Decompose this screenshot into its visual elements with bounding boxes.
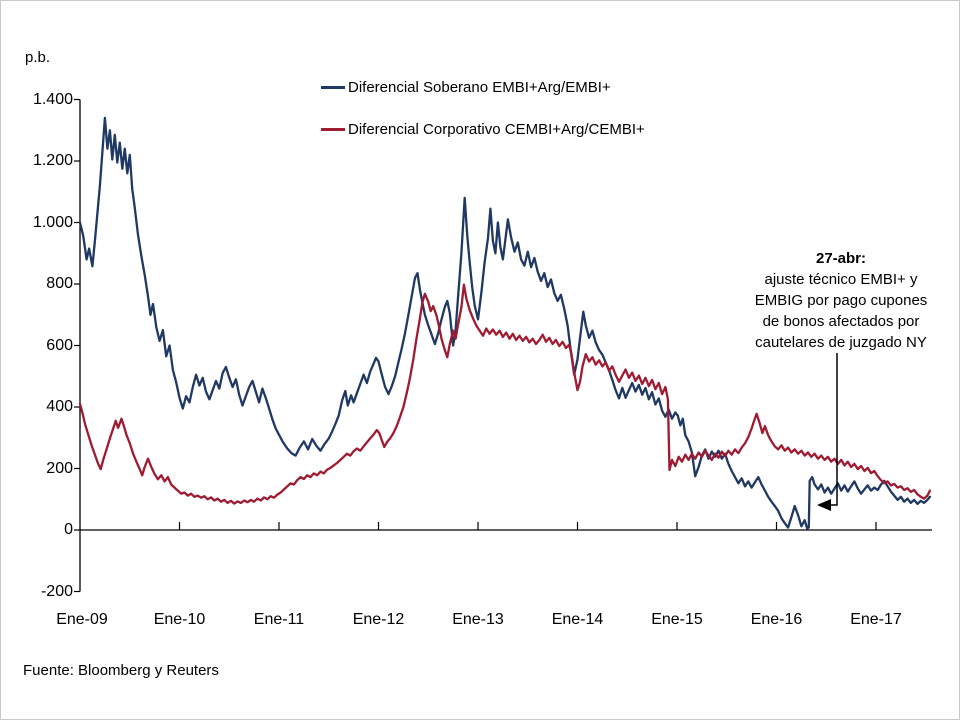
source-note: Fuente: Bloomberg y Reuters [23,662,219,679]
y-axis-tick-label: 0 [64,521,73,538]
annotation-line: cautelares de juzgado NY [755,334,927,351]
x-axis-tick-label: Ene-16 [750,611,803,628]
y-axis-tick-label: 1.200 [32,152,73,169]
x-axis-tick-label: Ene-14 [551,611,604,628]
y-axis-tick-label: 1.400 [32,90,73,108]
annotation-line: ajuste técnico EMBI+ y [764,271,918,288]
y-axis-tick-label: 600 [46,336,73,354]
x-axis-tick-label: Ene-11 [253,611,305,628]
annotation-27-abr: 27-abr: ajuste técnico EMBI+ y EMBIG por … [724,248,958,353]
series-line-sovereign [78,116,932,530]
y-axis-tick-label: 200 [46,459,73,477]
annotation-arrow-line [831,353,838,506]
chart-legend: Diferencial Soberano EMBI+Arg/EMBI+ Difer… [321,75,645,159]
legend-label: Diferencial Corporativo CEMBI+Arg/CEMBI+ [348,120,645,138]
x-axis-tick-label: Ene-17 [850,611,902,628]
legend-item-sovereign: Diferencial Soberano EMBI+Arg/EMBI+ [321,75,645,99]
annotation-arrowhead-icon [817,499,831,511]
x-axis-tick-label: Ene-09 [56,611,108,628]
x-axis-tick-label: Ene-12 [352,611,405,628]
annotation-text: ajuste técnico EMBI+ y EMBIG por pago cup… [724,269,958,353]
x-axis-tick-label: Ene-10 [153,611,206,628]
legend-line-icon [321,127,345,131]
annotation-line: EMBIG por pago cupones [754,292,928,309]
y-axis-unit-label: p.b. [25,49,51,66]
x-axis-tick-label: Ene-13 [452,611,504,628]
legend-item-corporate: Diferencial Corporativo CEMBI+Arg/CEMBI+ [321,117,645,141]
annotation-title: 27-abr: [815,250,867,267]
series-line-corporate [78,283,932,505]
x-axis-tick-label: Ene-15 [651,611,703,628]
y-axis-tick-label: 1.000 [32,213,73,231]
y-axis-tick-label: 400 [46,398,73,415]
annotation-line: de bonos afectados por [762,313,920,330]
legend-label: Diferencial Soberano EMBI+Arg/EMBI+ [348,78,611,96]
legend-line-icon [321,85,345,89]
y-axis-tick-label: -200 [40,582,73,600]
y-axis-tick-label: 800 [46,275,73,292]
